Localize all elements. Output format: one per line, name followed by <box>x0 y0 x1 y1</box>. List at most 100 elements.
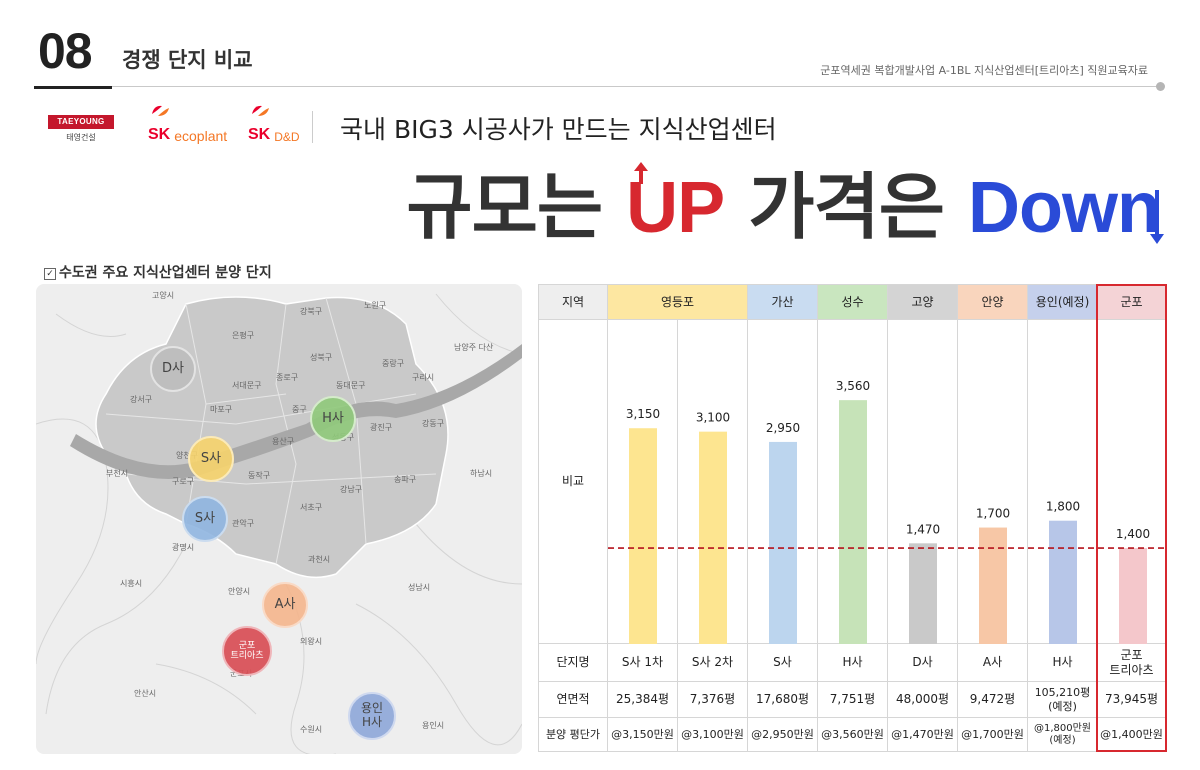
complex-name: S사 <box>748 644 818 682</box>
district-label: 구리시 <box>412 373 435 382</box>
complex-name: 군포 트리아츠 <box>1098 644 1166 682</box>
area-value: 7,376평 <box>678 682 748 718</box>
map-marker-a: A사 <box>262 582 308 628</box>
checkbox-icon: ✓ <box>44 268 56 280</box>
map: 고양시 노원구 강북구 은평구 성북구 중랑구 구리시 남양주 다산 종로구 동… <box>36 284 522 754</box>
district-label: 하남시 <box>470 469 493 478</box>
arrow-down-icon <box>1150 190 1164 244</box>
row-label-area: 연면적 <box>538 682 608 718</box>
chart-bar <box>1049 520 1077 644</box>
price-value: @1,400만원 <box>1098 718 1166 752</box>
chart-bar <box>699 431 727 644</box>
district-label: 고양시 <box>152 291 175 300</box>
dnd-logo-text: D&D <box>274 130 300 144</box>
row-label-price: 분양 평단가 <box>538 718 608 752</box>
map-marker-d: D사 <box>150 346 196 392</box>
district-label: 강동구 <box>422 419 445 428</box>
region-header-gunpo: 군포 <box>1098 284 1166 320</box>
sk-butterfly-icon <box>152 105 169 116</box>
district-label: 시흥시 <box>120 579 143 588</box>
headline-down: Down <box>968 168 1161 248</box>
header-dot <box>1156 82 1165 91</box>
district-label: 남양주 다산 <box>454 343 494 352</box>
header-divider <box>112 86 1160 87</box>
chart-data-label: 3,100 <box>696 411 730 425</box>
complex-name: H사 <box>818 644 888 682</box>
sk-logo-text: SK <box>248 126 271 143</box>
district-label: 부천시 <box>106 469 129 478</box>
district-label: 동대문구 <box>336 381 366 390</box>
district-label: 용산구 <box>272 437 295 446</box>
sk-butterfly-icon <box>252 105 269 116</box>
chart-data-label: 2,950 <box>766 421 800 435</box>
row-label-region: 지역 <box>538 284 608 320</box>
district-label: 의왕시 <box>300 637 323 646</box>
district-label: 광명시 <box>172 543 195 552</box>
region-header-gasan: 가산 <box>748 284 818 320</box>
region-header-seongsu: 성수 <box>818 284 888 320</box>
district-label: 구로구 <box>172 477 195 486</box>
district-label: 강북구 <box>300 307 323 316</box>
chart-bar <box>979 527 1007 644</box>
tagline: 국내 BIG3 시공사가 만드는 지식산업센터 <box>340 115 777 144</box>
district-label: 광진구 <box>370 423 393 432</box>
row-label-complex: 단지명 <box>538 644 608 682</box>
area-value: 73,945평 <box>1098 682 1166 718</box>
headline-part1: 규모는 <box>406 165 627 249</box>
district-label: 서초구 <box>300 503 323 512</box>
chart-data-label: 3,560 <box>836 379 870 393</box>
map-marker-s-yeongdeungpo: S사 <box>188 436 234 482</box>
district-label: 과천시 <box>308 555 331 564</box>
chart-bar <box>909 543 937 644</box>
row-label-compare: 비교 <box>538 320 608 644</box>
chart-data-label: 3,150 <box>626 407 660 421</box>
chart-bar <box>1119 548 1147 644</box>
sk-logo-text: SK <box>148 126 171 143</box>
arrow-up-icon <box>634 162 648 184</box>
district-label: 용인시 <box>422 721 445 730</box>
district-label: 성북구 <box>310 353 333 362</box>
complex-name: D사 <box>888 644 958 682</box>
map-title-text: 수도권 주요 지식산업센터 분양 단지 <box>59 265 272 281</box>
map-marker-gunpo-triarts: 군포 트리아츠 <box>222 626 272 676</box>
price-value: @1,470만원 <box>888 718 958 752</box>
area-value: 105,210평 (예정) <box>1028 682 1098 718</box>
district-label: 서대문구 <box>232 381 262 390</box>
region-header-goyang: 고양 <box>888 284 958 320</box>
map-title: ✓ 수도권 주요 지식산업센터 분양 단지 <box>44 262 272 282</box>
chart-bar <box>839 400 867 644</box>
section-title: 경쟁 단지 비교 <box>122 48 253 72</box>
logo-divider <box>312 111 313 143</box>
district-label: 관악구 <box>232 519 255 528</box>
ecoplant-logo-text: ecoplant <box>174 128 228 144</box>
district-label: 은평구 <box>232 331 255 340</box>
headline-part2: 가격은 <box>724 165 969 249</box>
area-value: 48,000평 <box>888 682 958 718</box>
chart-data-label: 1,400 <box>1116 527 1150 541</box>
district-label: 수원시 <box>300 725 323 734</box>
section-number: 08 <box>38 23 93 79</box>
complex-name: S사 2차 <box>678 644 748 682</box>
complex-name: H사 <box>1028 644 1098 682</box>
district-label: 마포구 <box>210 405 233 414</box>
map-marker-h: H사 <box>310 396 356 442</box>
district-label: 안양시 <box>228 587 251 596</box>
map-marker-s-gasan: S사 <box>182 496 228 542</box>
complex-name: A사 <box>958 644 1028 682</box>
district-label: 강서구 <box>130 395 153 404</box>
district-label: 성남시 <box>408 583 431 592</box>
sk-ecoplant-logo: SK ecoplant <box>148 105 228 144</box>
map-regions <box>36 293 522 754</box>
headline: 규모는 UP 가격은 Down <box>406 148 1161 253</box>
price-value: @3,150만원 <box>608 718 678 752</box>
price-value: @1,700만원 <box>958 718 1028 752</box>
area-value: 7,751평 <box>818 682 888 718</box>
region-header-anyang: 안양 <box>958 284 1028 320</box>
comparison-table: 지역 영등포 가산 성수 고양 안양 용인(예정) 군포 비교 단지명 S사 1… <box>538 284 1166 752</box>
price-value: @3,560만원 <box>818 718 888 752</box>
region-header-yeongdeungpo: 영등포 <box>608 284 748 320</box>
taeyoung-logo-caption: 태영건설 <box>66 133 96 142</box>
sk-dnd-logo: SK D&D <box>248 105 300 144</box>
district-label: 종로구 <box>276 373 299 382</box>
district-label: 강남구 <box>340 485 363 494</box>
